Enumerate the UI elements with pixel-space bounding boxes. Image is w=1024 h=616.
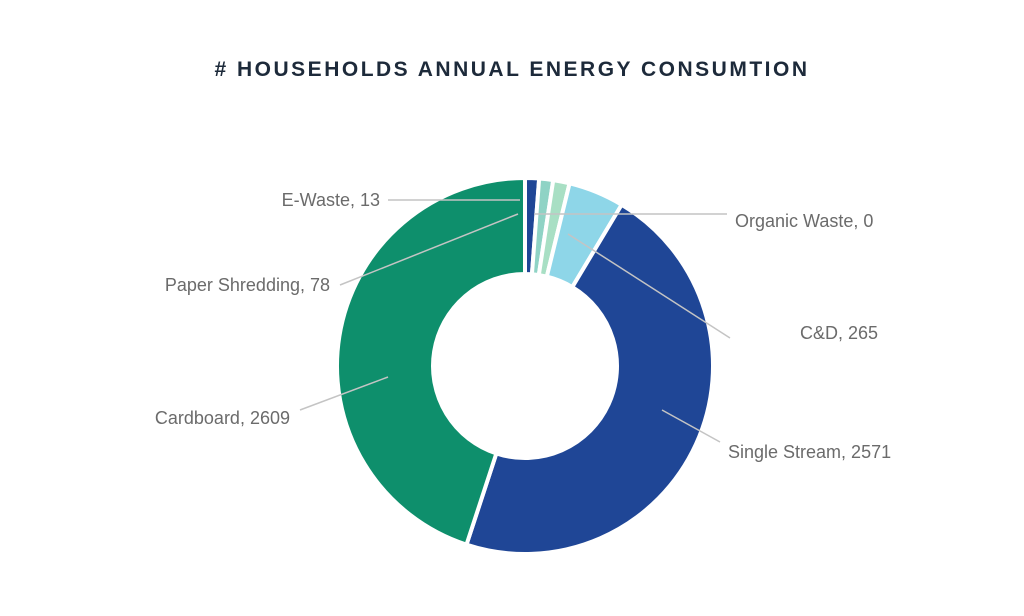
slices-layer [335,175,715,556]
slice-label: Single Stream, 2571 [728,442,891,462]
slice-label: Paper Shredding, 78 [165,275,330,295]
leader-line [661,409,721,443]
chart-title: # HOUSEHOLDS ANNUAL ENERGY CONSUMTION [214,58,810,81]
slice-cardboard [335,175,527,548]
slice-label: Organic Waste, 0 [735,211,873,231]
leader-line [339,213,519,286]
slice-labels: E-Waste, 13 Organic Waste, 0 Paper Shreddi… [155,190,891,462]
slice-label: Cardboard, 2609 [155,408,290,428]
leader-lines [299,199,731,443]
leader-line [567,233,731,339]
slice-single-stream [463,202,715,556]
leader-line [299,376,389,411]
slice-label: E-Waste, 13 [282,190,380,210]
slice-label: C&D, 265 [800,323,878,343]
